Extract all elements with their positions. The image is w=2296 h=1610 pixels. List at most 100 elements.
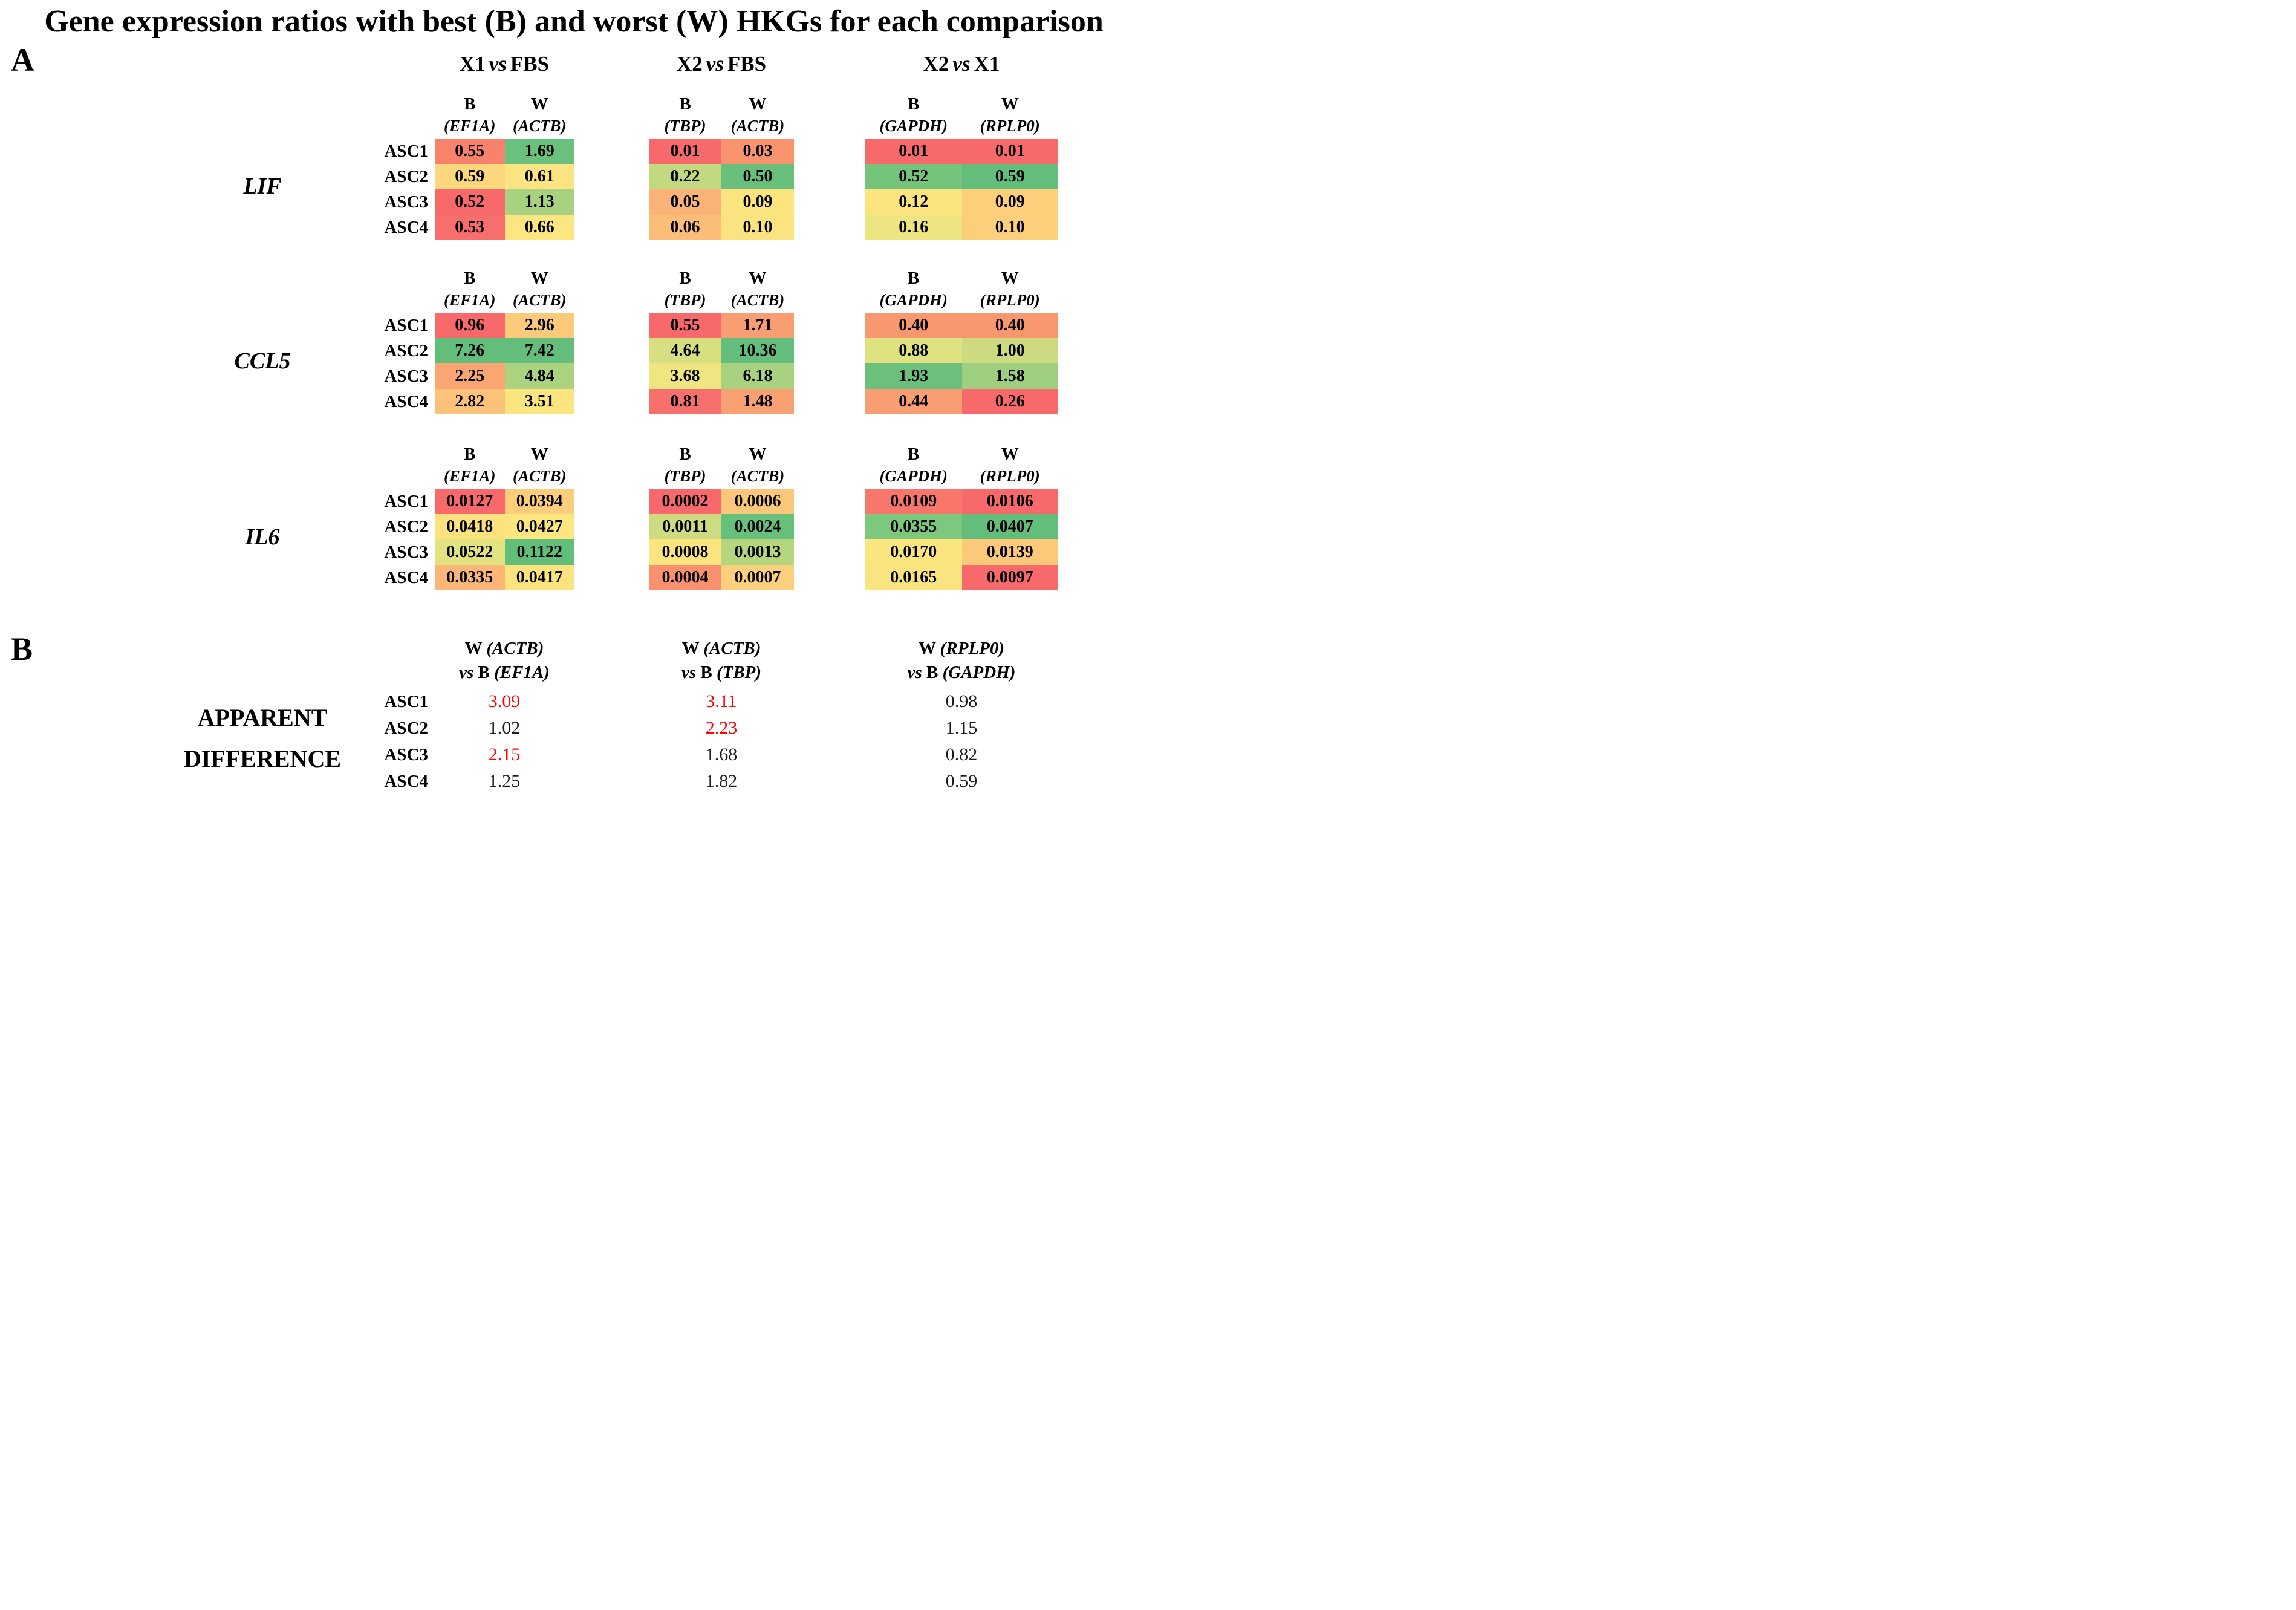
- worst-column-label: W: [1001, 445, 1019, 464]
- row-label: ASC3: [384, 543, 428, 562]
- heatmap-cell: 0.96: [435, 313, 505, 338]
- worst-column-label: W: [1001, 269, 1019, 288]
- heatmap-cell: 0.0106: [961, 489, 1058, 514]
- heatmap-cell: 0.59: [435, 164, 505, 189]
- row-label: ASC1: [384, 692, 428, 711]
- hkg-name-best: (EF1A): [443, 467, 496, 485]
- heatmap-cell: 1.00: [961, 338, 1058, 363]
- heatmap-cell: 0.0417: [504, 565, 574, 590]
- best-label: B: [700, 663, 712, 682]
- ratio-value: 1.15: [945, 718, 978, 738]
- worst-label: W: [681, 639, 700, 658]
- comparison-vs: vs: [706, 52, 724, 76]
- apparent-difference-caption-line1: APPARENT: [197, 704, 328, 731]
- hkg-name-worst: (ACTB): [512, 291, 567, 309]
- heatmap-cell: 0.0407: [961, 514, 1058, 539]
- panel-a-label: A: [11, 42, 34, 78]
- heatmap-cell: 0.26: [961, 389, 1058, 414]
- best-column-label: B: [679, 94, 691, 114]
- ratio-value: 3.09: [488, 691, 521, 711]
- figure-title: Gene expression ratios with best (B) and…: [44, 4, 1104, 39]
- row-labels-ccl5: ASC1 ASC2 ASC3 ASC4: [345, 313, 428, 414]
- panel-b-header-2: W (ACTB) vs B (TBP): [681, 636, 761, 685]
- heatmap-cell: 0.50: [721, 164, 794, 189]
- heatmap-cell: 0.61: [504, 164, 574, 189]
- heatmap-cell: 0.88: [865, 338, 962, 363]
- panel-b-header-1: W (ACTB) vs B (EF1A): [459, 636, 550, 685]
- hkg-name-worst: (ACTB): [730, 291, 785, 309]
- heatmap-cell: 0.0127: [435, 489, 505, 514]
- heatmap-cell: 2.96: [504, 313, 574, 338]
- heatmap-cell: 4.84: [504, 363, 574, 389]
- heatmap-block-il6-x2-vs-fbs: B W (TBP) (ACTB) 0.0002 0.0006 0.0011 0.…: [649, 441, 794, 590]
- hkg-name-best: (TBP): [664, 117, 706, 135]
- heatmap-cell: 0.22: [649, 164, 721, 189]
- ratio-value: 0.98: [945, 691, 978, 711]
- heatmap-cell: 0.52: [435, 189, 505, 215]
- heatmap-cell: 0.10: [721, 215, 794, 240]
- row-label: ASC2: [384, 341, 428, 360]
- heatmap-cell: 0.59: [961, 164, 1058, 189]
- ratio-column-2: 3.11 2.23 1.68 1.82: [655, 688, 788, 795]
- heatmap-cell: 0.40: [865, 313, 962, 338]
- hkg-name-worst: (ACTB): [730, 117, 785, 135]
- heatmap-cell: 4.64: [649, 338, 721, 363]
- heatmap-cell: 0.0013: [721, 539, 794, 565]
- best-column-label: B: [679, 269, 691, 288]
- best-column-label: B: [464, 445, 476, 464]
- worst-column-label: W: [1001, 94, 1019, 114]
- worst-gene: (ACTB): [703, 639, 761, 658]
- heatmap-cell: 0.0355: [865, 514, 962, 539]
- row-label: ASC2: [384, 719, 428, 738]
- ratio-value: 1.68: [705, 745, 738, 764]
- heatmap-cell: 0.1122: [504, 539, 574, 565]
- heatmap-cell: 0.16: [865, 215, 962, 240]
- row-label: ASC4: [384, 568, 428, 587]
- heatmap-cell: 0.0522: [435, 539, 505, 565]
- best-column-label: B: [908, 269, 920, 288]
- heatmap-cell: 0.01: [649, 139, 721, 164]
- row-label: ASC1: [384, 492, 428, 511]
- comparison-title-x2-vs-x1: X2 vs X1: [923, 52, 1000, 76]
- heatmap-cell: 7.42: [504, 338, 574, 363]
- panel-b-label: B: [11, 631, 33, 667]
- heatmap-cell: 0.81: [649, 389, 721, 414]
- ratio-column-1: 3.09 1.02 2.15 1.25: [438, 688, 571, 795]
- heatmap-cell: 6.18: [721, 363, 794, 389]
- ratio-value: 2.23: [705, 718, 738, 738]
- apparent-difference-caption-line2: DIFFERENCE: [183, 745, 342, 772]
- best-gene: (EF1A): [494, 663, 550, 682]
- panel-b-header-3: W (RPLP0) vs B (GAPDH): [908, 636, 1016, 685]
- best-column-label: B: [464, 269, 476, 288]
- heatmap-cell: 0.52: [865, 164, 962, 189]
- comparison-right: X1: [974, 52, 1000, 76]
- row-label: ASC1: [384, 142, 428, 161]
- heatmap-cell: 0.01: [961, 139, 1058, 164]
- worst-label: W: [464, 639, 483, 658]
- comparison-left: X2: [923, 52, 949, 76]
- row-label: ASC2: [384, 517, 428, 536]
- heatmap-cell: 0.09: [721, 189, 794, 215]
- heatmap-block-lif-x2-vs-fbs: B W (TBP) (ACTB) 0.01 0.03 0.22 0.50 0.0…: [649, 91, 794, 240]
- hkg-name-worst: (RPLP0): [980, 467, 1040, 485]
- heatmap-cell: 0.10: [961, 215, 1058, 240]
- gene-label-il6: IL6: [245, 524, 280, 550]
- heatmap-cell: 0.66: [504, 215, 574, 240]
- ratio-value: 3.11: [706, 691, 737, 711]
- worst-column-label: W: [530, 269, 548, 288]
- heatmap-block-il6-x2-vs-x1: B W (GAPDH) (RPLP0) 0.0109 0.0106 0.0355…: [865, 441, 1058, 590]
- heatmap-cell: 0.0011: [649, 514, 721, 539]
- heatmap-cell: 0.0097: [961, 565, 1058, 590]
- hkg-name-worst: (ACTB): [512, 117, 567, 135]
- ratio-value: 1.82: [705, 771, 738, 791]
- hkg-name-best: (GAPDH): [879, 291, 948, 309]
- ratio-value: 1.25: [488, 771, 521, 791]
- heatmap-cell: 0.44: [865, 389, 962, 414]
- heatmap-cell: 1.48: [721, 389, 794, 414]
- hkg-name-best: (EF1A): [443, 291, 496, 309]
- row-label: ASC4: [384, 392, 428, 411]
- hkg-name-best: (GAPDH): [879, 467, 948, 485]
- worst-column-label: W: [749, 445, 767, 464]
- row-label: ASC4: [384, 218, 428, 237]
- best-gene: (TBP): [716, 663, 762, 682]
